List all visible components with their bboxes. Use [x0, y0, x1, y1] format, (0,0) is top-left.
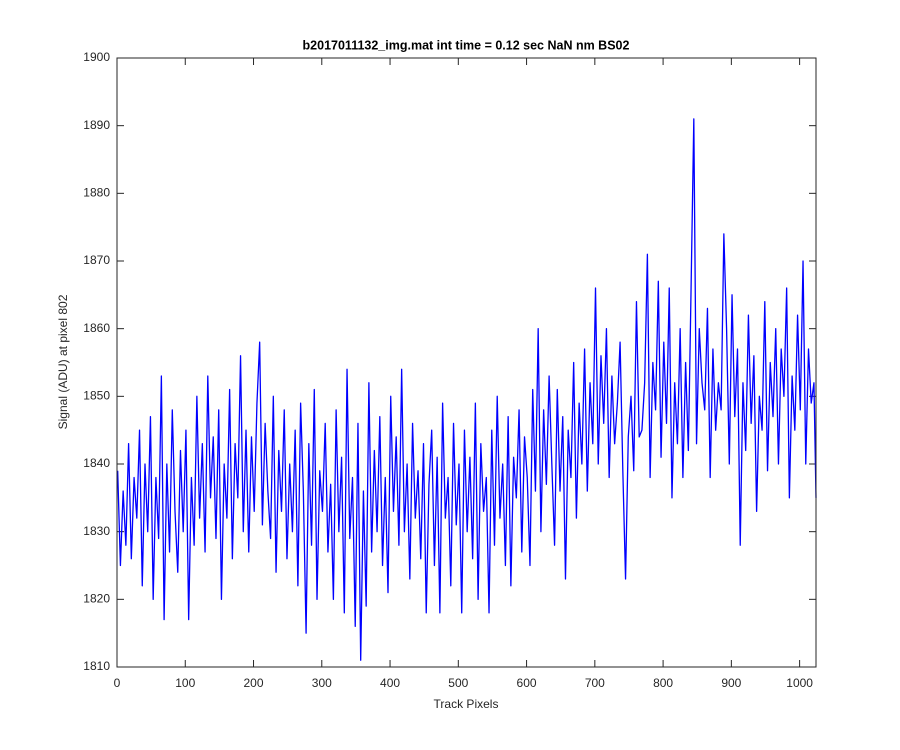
x-tick-label: 700 — [585, 676, 605, 690]
y-tick-label: 1900 — [83, 50, 110, 64]
y-tick-label: 1880 — [83, 186, 110, 200]
x-tick-label: 900 — [721, 676, 741, 690]
y-tick-label: 1840 — [83, 456, 110, 470]
x-axis-label: Track Pixels — [434, 697, 499, 711]
x-tick-label: 0 — [114, 676, 121, 690]
y-tick-label: 1810 — [83, 659, 110, 673]
x-tick-label: 1000 — [786, 676, 813, 690]
x-tick-label: 400 — [380, 676, 400, 690]
y-tick-label: 1820 — [83, 592, 110, 606]
x-tick-label: 800 — [653, 676, 673, 690]
x-tick-label: 600 — [517, 676, 537, 690]
y-tick-label: 1870 — [83, 253, 110, 267]
axes-box — [116, 57, 817, 668]
y-tick-label: 1890 — [83, 118, 110, 132]
x-tick-label: 100 — [175, 676, 195, 690]
chart-title: b2017011132_img.mat int time = 0.12 sec … — [303, 38, 630, 52]
data-line — [117, 118, 817, 661]
y-axis-label: Signal (ADU) at pixel 802 — [56, 294, 70, 429]
y-tick-label: 1830 — [83, 524, 110, 538]
plot-area — [117, 58, 816, 667]
x-tick-label: 200 — [244, 676, 264, 690]
x-tick-label: 300 — [312, 676, 332, 690]
y-tick-label: 1850 — [83, 389, 110, 403]
y-tick-label: 1860 — [83, 321, 110, 335]
x-tick-label: 500 — [448, 676, 468, 690]
